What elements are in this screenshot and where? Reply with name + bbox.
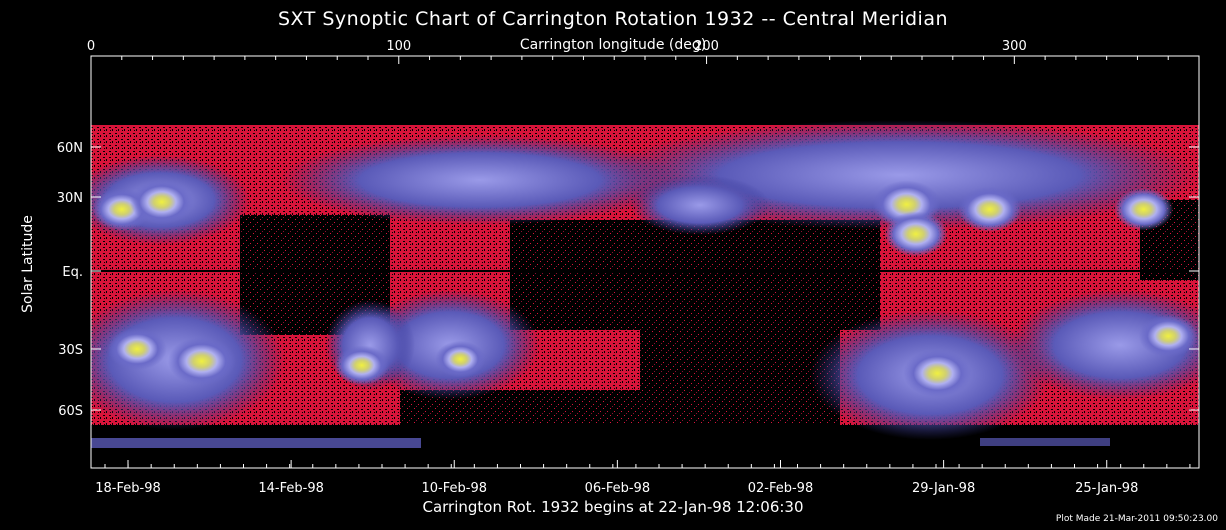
active-region — [334, 345, 390, 386]
bottom-tick-label: 29-Jan-98 — [912, 481, 975, 495]
y-tick-label: Eq. — [62, 265, 83, 280]
active-region — [957, 186, 1022, 232]
bottom-tick-label: 14-Feb-98 — [258, 481, 323, 495]
y-tick-label: 30S — [58, 343, 83, 358]
top-tick-label: 100 — [386, 39, 411, 54]
heatmap-image — [91, 56, 1199, 468]
bottom-tick-label: 10-Feb-98 — [422, 481, 487, 495]
synoptic-chart: 0 100 200 300 60N 30N Eq. 30S 60S 18-Feb-98 14-Feb… — [57, 39, 1200, 495]
active-region — [167, 337, 236, 386]
bottom-tick-label: 02-Feb-98 — [748, 481, 813, 495]
top-tick-label: 300 — [1002, 39, 1027, 54]
y-tick-label: 60S — [58, 404, 83, 419]
y-tick-label: 60N — [57, 141, 83, 156]
active-region — [129, 179, 194, 225]
active-region — [435, 340, 486, 378]
chart-title: SXT Synoptic Chart of Carrington Rotatio… — [277, 8, 949, 30]
active-region — [1138, 314, 1198, 358]
active-region — [884, 211, 948, 257]
plot-made-footer: Plot Made 21-Mar-2011 09:50:23.00 — [1055, 514, 1218, 524]
bottom-tick-label: 18-Feb-98 — [95, 481, 160, 495]
y-tick-label: 30N — [57, 191, 83, 206]
active-region — [1114, 188, 1174, 231]
active-region — [107, 327, 167, 371]
top-tick-label: 200 — [694, 39, 719, 54]
bottom-tick-label: 25-Jan-98 — [1075, 481, 1138, 495]
top-tick-label: 0 — [87, 39, 95, 54]
active-region — [903, 349, 972, 398]
bottom-axis-label: Carrington Rot. 1932 begins at 22-Jan-98… — [422, 498, 804, 516]
top-axis-label: Carrington longitude (deg) — [519, 37, 707, 53]
bottom-tick-label: 06-Feb-98 — [585, 481, 650, 495]
